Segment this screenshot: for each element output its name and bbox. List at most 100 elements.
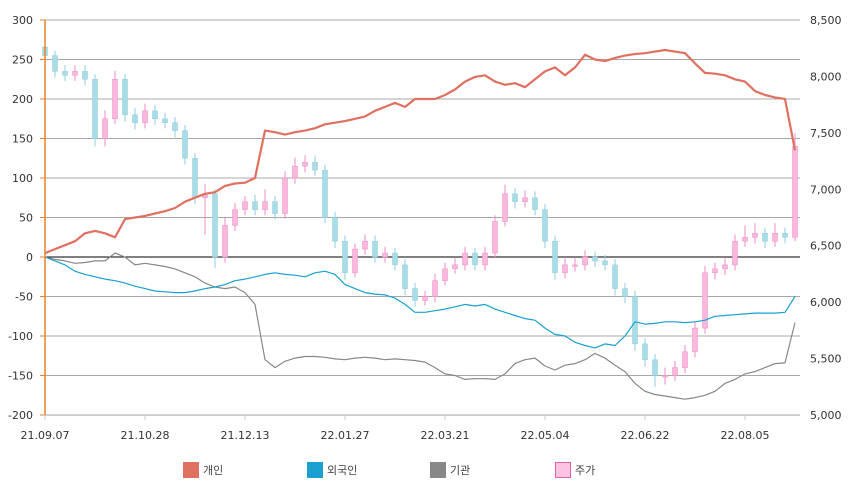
candle-body — [272, 201, 278, 214]
candle-body — [282, 177, 288, 214]
price-candle — [302, 155, 308, 173]
price-candle — [182, 124, 188, 165]
price-candle — [492, 215, 498, 259]
price-candle — [662, 367, 668, 385]
price-candles — [42, 40, 798, 387]
price-candle — [772, 223, 778, 247]
price-candle — [212, 189, 218, 269]
price-candle — [82, 65, 88, 86]
candle-body — [292, 165, 298, 179]
legend-swatch — [307, 462, 323, 478]
x-tick-label: 22.05.04 — [521, 429, 570, 442]
price-candle — [722, 258, 728, 276]
price-candle — [292, 157, 298, 184]
candle-body — [552, 240, 558, 274]
left-tick-label: -100 — [8, 330, 33, 343]
left-tick-label: 250 — [12, 54, 33, 67]
legend-label: 기관 — [450, 464, 471, 477]
legend-label: 개인 — [203, 464, 224, 477]
price-candle — [162, 112, 168, 129]
price-candle — [542, 203, 548, 248]
price-candle — [572, 258, 578, 272]
price-candle — [472, 247, 478, 271]
axes: 300 250 200 150 100 50 0 -50 -100 -150 -200 8,500 8,… — [8, 14, 841, 442]
legend-swatch — [183, 462, 199, 478]
right-tick-label: 5,000 — [810, 409, 842, 422]
institution-line — [44, 252, 796, 400]
candle-body — [432, 280, 438, 297]
price-candle — [252, 194, 258, 216]
candle-body — [392, 252, 398, 266]
right-tick-label: 7,000 — [810, 183, 842, 196]
candle-body — [622, 288, 628, 297]
price-candle — [342, 235, 348, 280]
candle-body — [492, 221, 498, 254]
price-candle — [282, 171, 288, 219]
price-candle — [352, 243, 358, 278]
legend-swatch — [555, 462, 571, 478]
left-tick-label: 100 — [12, 172, 33, 185]
legend-item-foreign[interactable]: 외국인 — [307, 462, 357, 478]
price-candle — [592, 251, 598, 268]
candle-body — [112, 79, 118, 119]
legend-item-institution[interactable]: 기관 — [430, 462, 470, 478]
legend-swatch — [430, 462, 446, 478]
candle-body — [422, 296, 428, 301]
price-candle — [732, 234, 738, 271]
left-tick-label: 200 — [12, 93, 33, 106]
price-candle — [372, 235, 378, 263]
candle-body — [362, 240, 368, 250]
left-tick-label: 50 — [19, 212, 33, 225]
candle-body — [332, 217, 338, 242]
candle-body — [172, 122, 178, 131]
price-candle — [232, 202, 238, 232]
candle-body — [512, 193, 518, 202]
left-tick-label: 0 — [26, 251, 33, 264]
candle-body — [752, 233, 758, 238]
price-candle — [382, 246, 388, 263]
candle-body — [592, 256, 598, 262]
price-candle — [712, 262, 718, 280]
price-candle — [242, 196, 248, 216]
price-candle — [742, 225, 748, 247]
candle-body — [62, 71, 68, 76]
candle-body — [682, 351, 688, 368]
price-candle — [532, 191, 538, 216]
price-candle — [102, 110, 108, 147]
candle-body — [652, 359, 658, 376]
right-tick-label: 8,500 — [810, 14, 842, 27]
price-candle — [512, 188, 518, 209]
candle-body — [692, 327, 698, 353]
price-candle — [412, 282, 418, 307]
candle-body — [132, 114, 138, 123]
candle-body — [352, 248, 358, 274]
right-tick-label: 5,500 — [810, 353, 842, 366]
price-candle — [262, 189, 268, 216]
candle-body — [72, 71, 78, 76]
candle-body — [382, 252, 388, 258]
price-candle — [702, 266, 708, 334]
price-candle — [142, 103, 148, 129]
candle-body — [412, 288, 418, 301]
legend-item-price[interactable]: 주가 — [555, 462, 595, 478]
price-candle — [442, 262, 448, 286]
price-candle — [402, 259, 408, 296]
candle-body — [122, 79, 128, 116]
candle-body — [222, 225, 228, 258]
x-tick-label: 22.03.21 — [421, 429, 470, 442]
candle-body — [262, 201, 268, 210]
price-candle — [92, 74, 98, 147]
legend-item-individual[interactable]: 개인 — [183, 462, 223, 478]
series-lines — [44, 48, 797, 400]
x-tick-label: 21.12.13 — [221, 429, 270, 442]
price-candle — [52, 50, 58, 78]
price-candle — [522, 190, 528, 208]
candle-body — [182, 130, 188, 159]
candle-body — [82, 71, 88, 80]
left-tick-label: -200 — [8, 409, 33, 422]
price-candle — [362, 234, 368, 255]
price-candle — [692, 321, 698, 358]
price-candle — [72, 65, 78, 81]
candle-body — [232, 209, 238, 226]
candle-body — [762, 233, 768, 242]
